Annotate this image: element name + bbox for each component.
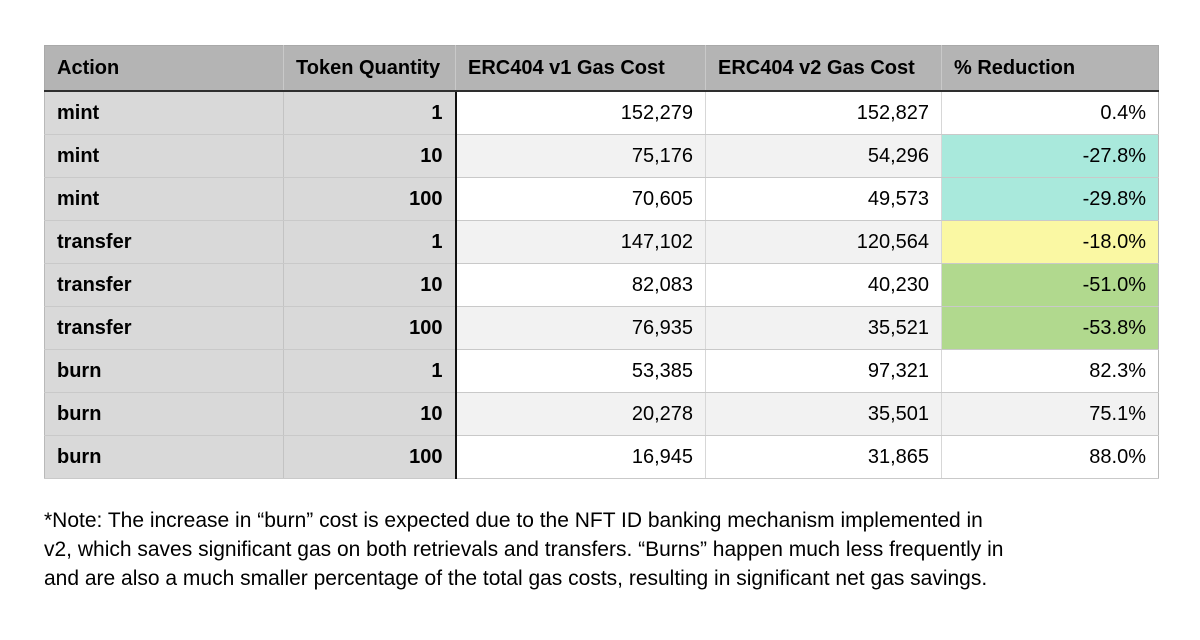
- v2-gas-cost-cell: 152,827: [705, 91, 942, 135]
- v2-gas-cost-cell: 40,230: [705, 263, 942, 307]
- v2-gas-cost-cell: 97,321: [705, 349, 942, 393]
- gas-cost-table-container: Action Token Quantity ERC404 v1 Gas Cost…: [44, 45, 1159, 479]
- pct-reduction-cell: 0.4%: [941, 91, 1159, 135]
- v1-gas-cost-cell: 147,102: [455, 220, 706, 264]
- action-cell: mint: [44, 91, 284, 135]
- token-quantity-cell: 10: [283, 134, 457, 178]
- pct-reduction-cell: -53.8%: [941, 306, 1159, 350]
- v1-gas-cost-cell: 82,083: [455, 263, 706, 307]
- v1-gas-cost-cell: 75,176: [455, 134, 706, 178]
- footnote-line-3: and are also a much smaller percentage o…: [44, 567, 988, 590]
- pct-reduction-cell: -18.0%: [941, 220, 1159, 264]
- token-quantity-cell: 100: [283, 435, 457, 479]
- token-quantity-cell: 1: [283, 349, 457, 393]
- token-quantity-cell: 10: [283, 392, 457, 436]
- token-quantity-cell: 1: [283, 220, 457, 264]
- pct-reduction-cell: -51.0%: [941, 263, 1159, 307]
- table-row: transfer 100 76,935 35,521 -53.8%: [44, 306, 1159, 350]
- v2-gas-cost-cell: 31,865: [705, 435, 942, 479]
- action-cell: transfer: [44, 220, 284, 264]
- header-row: Action Token Quantity ERC404 v1 Gas Cost…: [44, 45, 1159, 92]
- table-row: burn 100 16,945 31,865 88.0%: [44, 435, 1159, 479]
- footnote: *Note: The increase in “burn” cost is ex…: [44, 506, 1174, 593]
- v2-gas-cost-cell: 35,521: [705, 306, 942, 350]
- footnote-line-1: *Note: The increase in “burn” cost is ex…: [44, 509, 983, 532]
- v2-gas-cost-cell: 35,501: [705, 392, 942, 436]
- v1-gas-cost-cell: 16,945: [455, 435, 706, 479]
- action-cell: burn: [44, 392, 284, 436]
- table-row: mint 1 152,279 152,827 0.4%: [44, 91, 1159, 135]
- col-header-v2-gas-cost: ERC404 v2 Gas Cost: [705, 45, 942, 92]
- token-quantity-cell: 10: [283, 263, 457, 307]
- token-quantity-cell: 1: [283, 91, 457, 135]
- gas-cost-table: Action Token Quantity ERC404 v1 Gas Cost…: [44, 45, 1159, 479]
- token-quantity-cell: 100: [283, 177, 457, 221]
- action-cell: transfer: [44, 306, 284, 350]
- v2-gas-cost-cell: 49,573: [705, 177, 942, 221]
- v1-gas-cost-cell: 20,278: [455, 392, 706, 436]
- table-row: mint 100 70,605 49,573 -29.8%: [44, 177, 1159, 221]
- v1-gas-cost-cell: 70,605: [455, 177, 706, 221]
- action-cell: mint: [44, 134, 284, 178]
- v2-gas-cost-cell: 120,564: [705, 220, 942, 264]
- table-row: mint 10 75,176 54,296 -27.8%: [44, 134, 1159, 178]
- table-body: mint 1 152,279 152,827 0.4% mint 10 75,176 54,29…: [44, 91, 1159, 479]
- action-cell: mint: [44, 177, 284, 221]
- v1-gas-cost-cell: 152,279: [455, 91, 706, 135]
- v2-gas-cost-cell: 54,296: [705, 134, 942, 178]
- table-row: transfer 1 147,102 120,564 -18.0%: [44, 220, 1159, 264]
- table-row: transfer 10 82,083 40,230 -51.0%: [44, 263, 1159, 307]
- pct-reduction-cell: -29.8%: [941, 177, 1159, 221]
- col-header-pct-reduction: % Reduction: [941, 45, 1159, 92]
- action-cell: burn: [44, 349, 284, 393]
- table-row: burn 1 53,385 97,321 82.3%: [44, 349, 1159, 393]
- action-cell: transfer: [44, 263, 284, 307]
- v1-gas-cost-cell: 76,935: [455, 306, 706, 350]
- footnote-line-2: v2, which saves significant gas on both …: [44, 538, 1004, 561]
- pct-reduction-cell: 75.1%: [941, 392, 1159, 436]
- col-header-v1-gas-cost: ERC404 v1 Gas Cost: [455, 45, 706, 92]
- col-header-action: Action: [44, 45, 284, 92]
- pct-reduction-cell: 82.3%: [941, 349, 1159, 393]
- pct-reduction-cell: -27.8%: [941, 134, 1159, 178]
- pct-reduction-cell: 88.0%: [941, 435, 1159, 479]
- table-row: burn 10 20,278 35,501 75.1%: [44, 392, 1159, 436]
- token-quantity-cell: 100: [283, 306, 457, 350]
- v1-gas-cost-cell: 53,385: [455, 349, 706, 393]
- col-header-token-quantity: Token Quantity: [283, 45, 456, 92]
- action-cell: burn: [44, 435, 284, 479]
